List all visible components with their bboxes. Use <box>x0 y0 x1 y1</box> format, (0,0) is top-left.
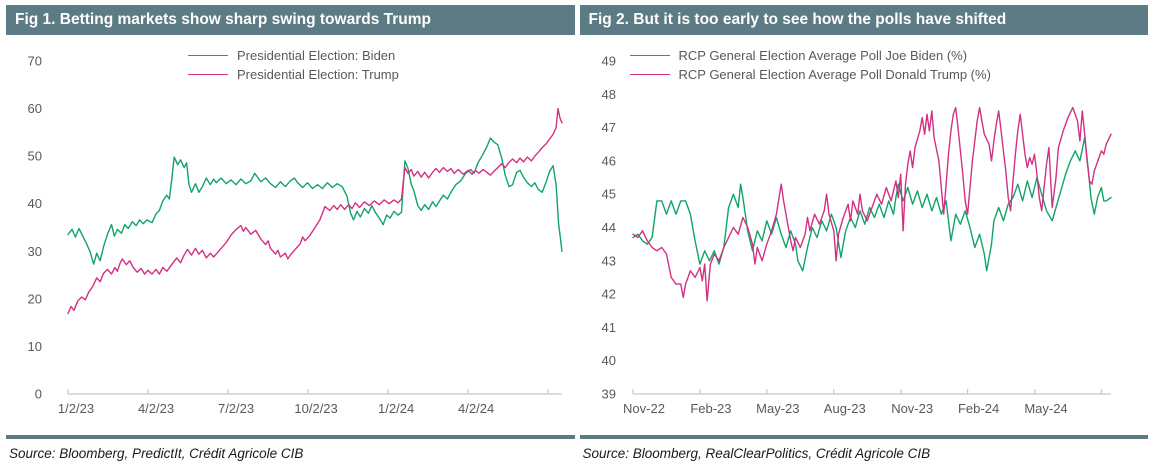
legend-item: Presidential Election: Trump <box>188 67 399 82</box>
fig1-source: Source: Bloomberg, PredictIt, Crédit Agr… <box>9 446 304 461</box>
series-line-0 <box>631 136 1112 272</box>
legend-label: RCP General Election Average Poll Joe Bi… <box>678 48 968 63</box>
y-tick-label: 42 <box>601 287 615 302</box>
fig1-legend: Presidential Election: Biden Presidentia… <box>188 48 399 82</box>
trump-poll-line-swatch <box>629 74 670 75</box>
x-tick-label: May-24 <box>1024 401 1067 416</box>
y-tick-label: 41 <box>601 320 615 335</box>
panel-divider <box>579 435 1148 439</box>
x-tick-label: Feb-23 <box>690 401 731 416</box>
y-tick-label: 46 <box>601 153 615 168</box>
x-tick-label: 10/2/23 <box>294 401 337 416</box>
report-figures-page: Fig 1. Betting markets show sharp swing … <box>6 5 1149 461</box>
y-tick-label: 43 <box>601 253 615 268</box>
legend-label: Presidential Election: Biden <box>237 48 396 63</box>
y-tick-label: 60 <box>28 101 42 116</box>
fig2-source: Source: Bloomberg, RealClearPolitics, Cr… <box>582 446 931 461</box>
figure-panel-2: Fig 2. But it is too early to see how th… <box>579 5 1149 461</box>
y-tick-label: 47 <box>601 120 615 135</box>
x-tick-label: 1/2/24 <box>378 401 414 416</box>
trump-line-swatch <box>188 74 228 75</box>
y-tick-label: 70 <box>28 54 42 69</box>
biden-line-swatch <box>188 55 228 56</box>
fig1-chart-area: Presidential Election: Biden Presidentia… <box>6 35 575 421</box>
fig1-title: Fig 1. Betting markets show sharp swing … <box>6 5 575 35</box>
x-tick-label: Feb-24 <box>957 401 998 416</box>
y-tick-label: 40 <box>28 196 42 211</box>
legend-item: RCP General Election Average Poll Donald… <box>629 67 991 82</box>
fig2-line-chart: 39 40 41 42 43 44 45 46 47 48 49 Nov-22 Feb-23 May-23… <box>601 54 1112 416</box>
y-tick-label: 30 <box>28 244 42 259</box>
figure-panel-1: Fig 1. Betting markets show sharp swing … <box>6 5 575 461</box>
fig2-chart-area: RCP General Election Average Poll Joe Bi… <box>580 35 1149 421</box>
legend-label: Presidential Election: Trump <box>237 67 399 82</box>
y-tick-label: 45 <box>601 187 615 202</box>
y-tick-label: 10 <box>28 339 42 354</box>
legend-item: RCP General Election Average Poll Joe Bi… <box>629 48 991 63</box>
series-line-1 <box>67 107 563 315</box>
y-tick-label: 39 <box>601 387 615 402</box>
x-tick-label: Nov-22 <box>623 401 665 416</box>
y-tick-label: 44 <box>601 220 615 235</box>
legend-item: Presidential Election: Biden <box>188 48 399 63</box>
fig1-line-chart: 0 10 20 30 40 50 60 70 1/2/23 4/2/23 7/2/23 10/2/23… <box>28 54 563 416</box>
x-tick-label: 4/2/23 <box>138 401 174 416</box>
biden-poll-line-swatch <box>629 55 670 56</box>
y-tick-label: 20 <box>28 291 42 306</box>
fig2-title: Fig 2. But it is too early to see how th… <box>579 5 1148 35</box>
x-tick-label: Nov-23 <box>891 401 933 416</box>
y-tick-label: 48 <box>601 87 615 102</box>
legend-label: RCP General Election Average Poll Donald… <box>678 67 991 82</box>
x-tick-label: 7/2/23 <box>218 401 254 416</box>
series-line-1 <box>631 106 1112 302</box>
series-line-0 <box>67 137 563 265</box>
y-tick-label: 50 <box>28 149 42 164</box>
x-tick-label: 1/2/23 <box>58 401 94 416</box>
x-tick-label: Aug-23 <box>823 401 865 416</box>
y-tick-label: 0 <box>35 387 42 402</box>
fig2-legend: RCP General Election Average Poll Joe Bi… <box>629 48 991 82</box>
x-tick-label: May-23 <box>756 401 799 416</box>
panel-divider <box>6 435 575 439</box>
x-tick-label: 4/2/24 <box>458 401 494 416</box>
y-tick-label: 49 <box>601 54 615 69</box>
y-tick-label: 40 <box>601 353 615 368</box>
